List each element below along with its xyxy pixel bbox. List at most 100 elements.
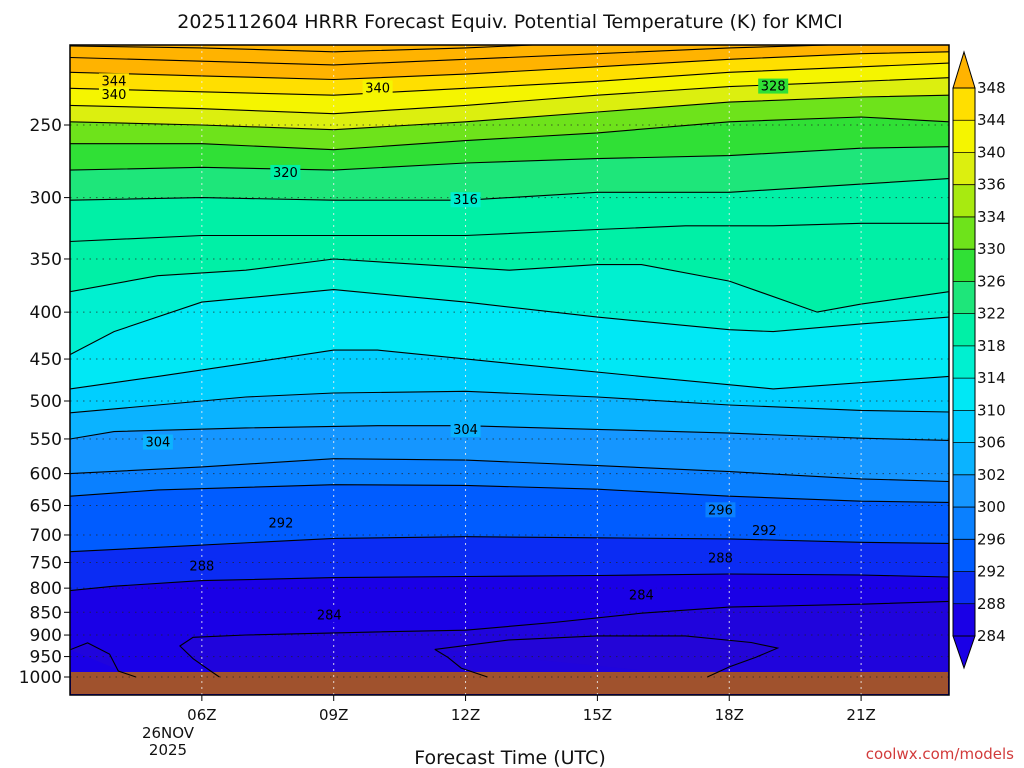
contour-label-bg: [314, 607, 345, 623]
contour-356-22: [70, 45, 545, 53]
contour-label-bg: [270, 164, 301, 180]
contour-label-7: 304: [450, 422, 481, 438]
contour-label-2: 340: [362, 80, 393, 96]
band-318: [70, 223, 949, 313]
x-tick-label-18Z: 18Z: [715, 706, 744, 724]
contour-318-12: [70, 258, 949, 313]
cbar-seg-322: [953, 281, 975, 315]
contour-296-6: [70, 484, 949, 503]
y-tick-label-900: 900: [30, 626, 62, 646]
credit-text: coolwx.com/models: [866, 745, 1014, 763]
contour-label-5: 316: [450, 192, 481, 208]
contour-label-text: 304: [453, 423, 478, 438]
cbar-label-284: 284: [977, 627, 1006, 645]
contour-label-13: 284: [314, 607, 345, 624]
cbar-label-302: 302: [977, 466, 1006, 484]
contour-label-3: 328: [758, 78, 789, 95]
y-tick-label-400: 400: [30, 303, 62, 323]
contour-332-16: [70, 116, 949, 151]
ground: [71, 672, 948, 694]
y-tick-label-650: 650: [30, 496, 62, 516]
y-tick-label-300: 300: [30, 189, 62, 209]
contour-344-19: [70, 62, 949, 96]
cbar-label-330: 330: [977, 240, 1006, 258]
cbar-label-326: 326: [977, 272, 1006, 290]
contour-310-10: [70, 349, 949, 390]
contour-label-bg: [758, 78, 789, 94]
contour-label-bg: [450, 422, 481, 438]
band-296: [70, 458, 949, 503]
cbar-label-344: 344: [977, 111, 1006, 129]
band-332: [70, 95, 949, 150]
contour-336-17: [70, 94, 949, 131]
contour-label-bg: [265, 515, 296, 531]
x-tick-label-15Z: 15Z: [583, 706, 612, 724]
contour-label-text: 320: [273, 166, 298, 181]
contour-label-text: 292: [752, 524, 777, 539]
contour-label-6: 304: [142, 434, 173, 451]
cbar-seg-334: [953, 184, 975, 218]
cbar-seg-300: [953, 474, 975, 508]
y-tick-label-250: 250: [30, 116, 62, 136]
y-tick-label-500: 500: [30, 392, 62, 412]
x-tick-label-12Z: 12Z: [451, 706, 480, 724]
cbar-label-296: 296: [977, 530, 1006, 548]
contour-label-text: 328: [761, 80, 786, 95]
cbar-seg-296: [953, 507, 975, 540]
contour-label-text: 344: [102, 74, 127, 89]
contour-324-14: [70, 178, 949, 201]
cbar-seg-314: [953, 345, 975, 379]
contour-label-text: 340: [102, 88, 127, 103]
y-tick-label-800: 800: [30, 579, 62, 599]
contour-lines: [70, 45, 949, 678]
y-tick-label-550: 550: [30, 430, 62, 450]
contour-label-bg: [450, 192, 481, 208]
y-tick-label-350: 350: [30, 250, 62, 270]
cbar-label-334: 334: [977, 208, 1006, 226]
contour-label-text: 296: [708, 503, 733, 518]
contour-300-7: [70, 458, 949, 483]
lobe-284-0: [70, 642, 136, 677]
contour-label-text: 304: [145, 436, 170, 451]
chart-title: 2025112604 HRRR Forecast Equiv. Potentia…: [177, 11, 842, 33]
contour-label-text: 284: [317, 609, 342, 624]
contour-label-bg: [186, 558, 217, 574]
cbar-seg-292: [953, 539, 975, 573]
cbar-extend-bottom: [952, 635, 976, 670]
contour-label-bg: [626, 587, 657, 603]
cbar-label-336: 336: [977, 176, 1006, 194]
filled-contours: [70, 45, 949, 695]
y-tick-label-850: 850: [30, 603, 62, 623]
contour-label-bg: [362, 80, 393, 96]
x-axis: 06Z 09Z 12Z 15Z 18Z 21Z: [187, 695, 876, 724]
band-306: [70, 350, 949, 413]
contour-label-bg: [142, 434, 173, 450]
cbar-label-318: 318: [977, 337, 1006, 355]
cbar-label-322: 322: [977, 305, 1006, 323]
cbar-label-292: 292: [977, 563, 1006, 581]
contour-label-bg: [98, 87, 129, 103]
contour-288-4: [70, 573, 949, 592]
contour-label-11: 288: [186, 558, 217, 575]
contour-label-text: 292: [269, 516, 294, 531]
contour-284-1: [179, 600, 949, 678]
contour-label-10: 292: [749, 522, 780, 539]
y-axis: 250 300 350 400 450 500 550 600 650 700 750 800 850 9…: [19, 116, 70, 688]
contour-label-bg: [98, 73, 129, 89]
contour-label-text: 316: [453, 193, 478, 208]
cbar-seg-330: [953, 216, 975, 250]
x-tick-label-09Z: 09Z: [319, 706, 348, 724]
cbar-seg-288: [953, 571, 975, 605]
cbar-seg-340: [953, 120, 975, 153]
cbar-seg-310: [953, 378, 975, 411]
contour-340-18: [70, 77, 949, 115]
cbar-seg-284: [953, 603, 975, 637]
contour-label-bg: [705, 502, 736, 518]
cbar-seg-336: [953, 152, 975, 186]
band-336: [70, 77, 949, 130]
contour-label-bg: [749, 522, 780, 538]
contour-284-3: [434, 635, 780, 678]
x-axis-label: Forecast Time (UTC): [414, 747, 605, 768]
